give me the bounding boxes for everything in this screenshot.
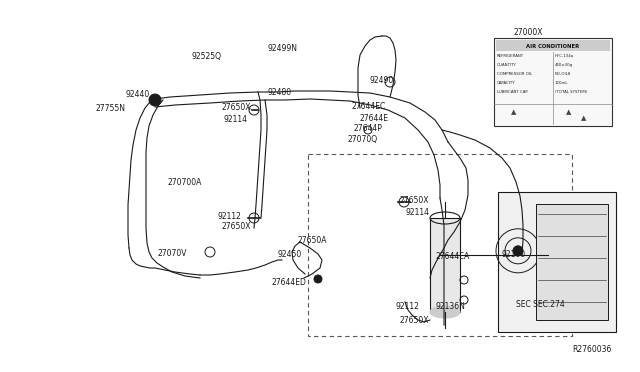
Text: 27644E: 27644E — [360, 114, 389, 123]
Text: 27644EC: 27644EC — [352, 102, 387, 111]
Bar — [536, 204, 608, 320]
Text: REFRIGERANT: REFRIGERANT — [497, 54, 524, 58]
Text: 92450: 92450 — [278, 250, 302, 259]
Text: QUANTITY: QUANTITY — [497, 63, 516, 67]
Text: 92114: 92114 — [224, 115, 248, 124]
Bar — [308, 154, 572, 336]
Ellipse shape — [430, 306, 460, 318]
Text: 92480: 92480 — [268, 88, 292, 97]
Text: 92525Q: 92525Q — [192, 52, 222, 61]
Text: HFC-134a: HFC-134a — [555, 54, 574, 58]
Text: CAPACITY: CAPACITY — [497, 81, 516, 85]
Text: SEC SEC.274: SEC SEC.274 — [516, 300, 564, 309]
Text: 92100: 92100 — [502, 250, 526, 259]
Text: R2760036: R2760036 — [572, 345, 611, 354]
Text: ▲: ▲ — [511, 109, 516, 115]
Bar — [430, 218, 460, 312]
Text: 27650X: 27650X — [400, 196, 429, 205]
Circle shape — [513, 246, 523, 256]
Text: 92114: 92114 — [406, 208, 430, 217]
Text: 27650X: 27650X — [400, 316, 429, 325]
Text: ND-OIL8: ND-OIL8 — [555, 72, 572, 76]
Text: 120mL: 120mL — [555, 81, 568, 85]
Text: 27070V: 27070V — [158, 249, 188, 258]
Text: 27650X: 27650X — [222, 222, 252, 231]
Text: 92490: 92490 — [370, 76, 394, 85]
Bar — [496, 40, 610, 51]
Text: 92440: 92440 — [126, 90, 150, 99]
Text: 450±30g: 450±30g — [555, 63, 573, 67]
Text: 92112: 92112 — [218, 212, 242, 221]
Text: LUBRICANT CAP.: LUBRICANT CAP. — [497, 90, 529, 94]
Text: 92136N: 92136N — [436, 302, 466, 311]
Text: AIR CONDITIONER: AIR CONDITIONER — [526, 44, 580, 48]
FancyBboxPatch shape — [494, 38, 612, 126]
Text: (TOTAL SYSTEM): (TOTAL SYSTEM) — [555, 90, 588, 94]
Text: ▲: ▲ — [566, 109, 572, 115]
Circle shape — [149, 94, 161, 106]
Bar — [498, 192, 616, 332]
Text: 92499N: 92499N — [268, 44, 298, 53]
Text: 27070Q: 27070Q — [348, 135, 378, 144]
Text: 27644P: 27644P — [354, 124, 383, 133]
Circle shape — [314, 275, 322, 283]
Text: 27644ED: 27644ED — [272, 278, 307, 287]
Text: COMPRESSOR OIL: COMPRESSOR OIL — [497, 72, 532, 76]
Text: 27650A: 27650A — [298, 236, 328, 245]
Text: 92112: 92112 — [396, 302, 420, 311]
Text: 27755N: 27755N — [95, 104, 125, 113]
Text: ▲: ▲ — [581, 115, 587, 121]
Text: 270700A: 270700A — [168, 178, 202, 187]
Text: 27000X: 27000X — [514, 28, 543, 37]
Text: 27650X: 27650X — [222, 103, 252, 112]
Text: 27644EA: 27644EA — [436, 252, 470, 261]
